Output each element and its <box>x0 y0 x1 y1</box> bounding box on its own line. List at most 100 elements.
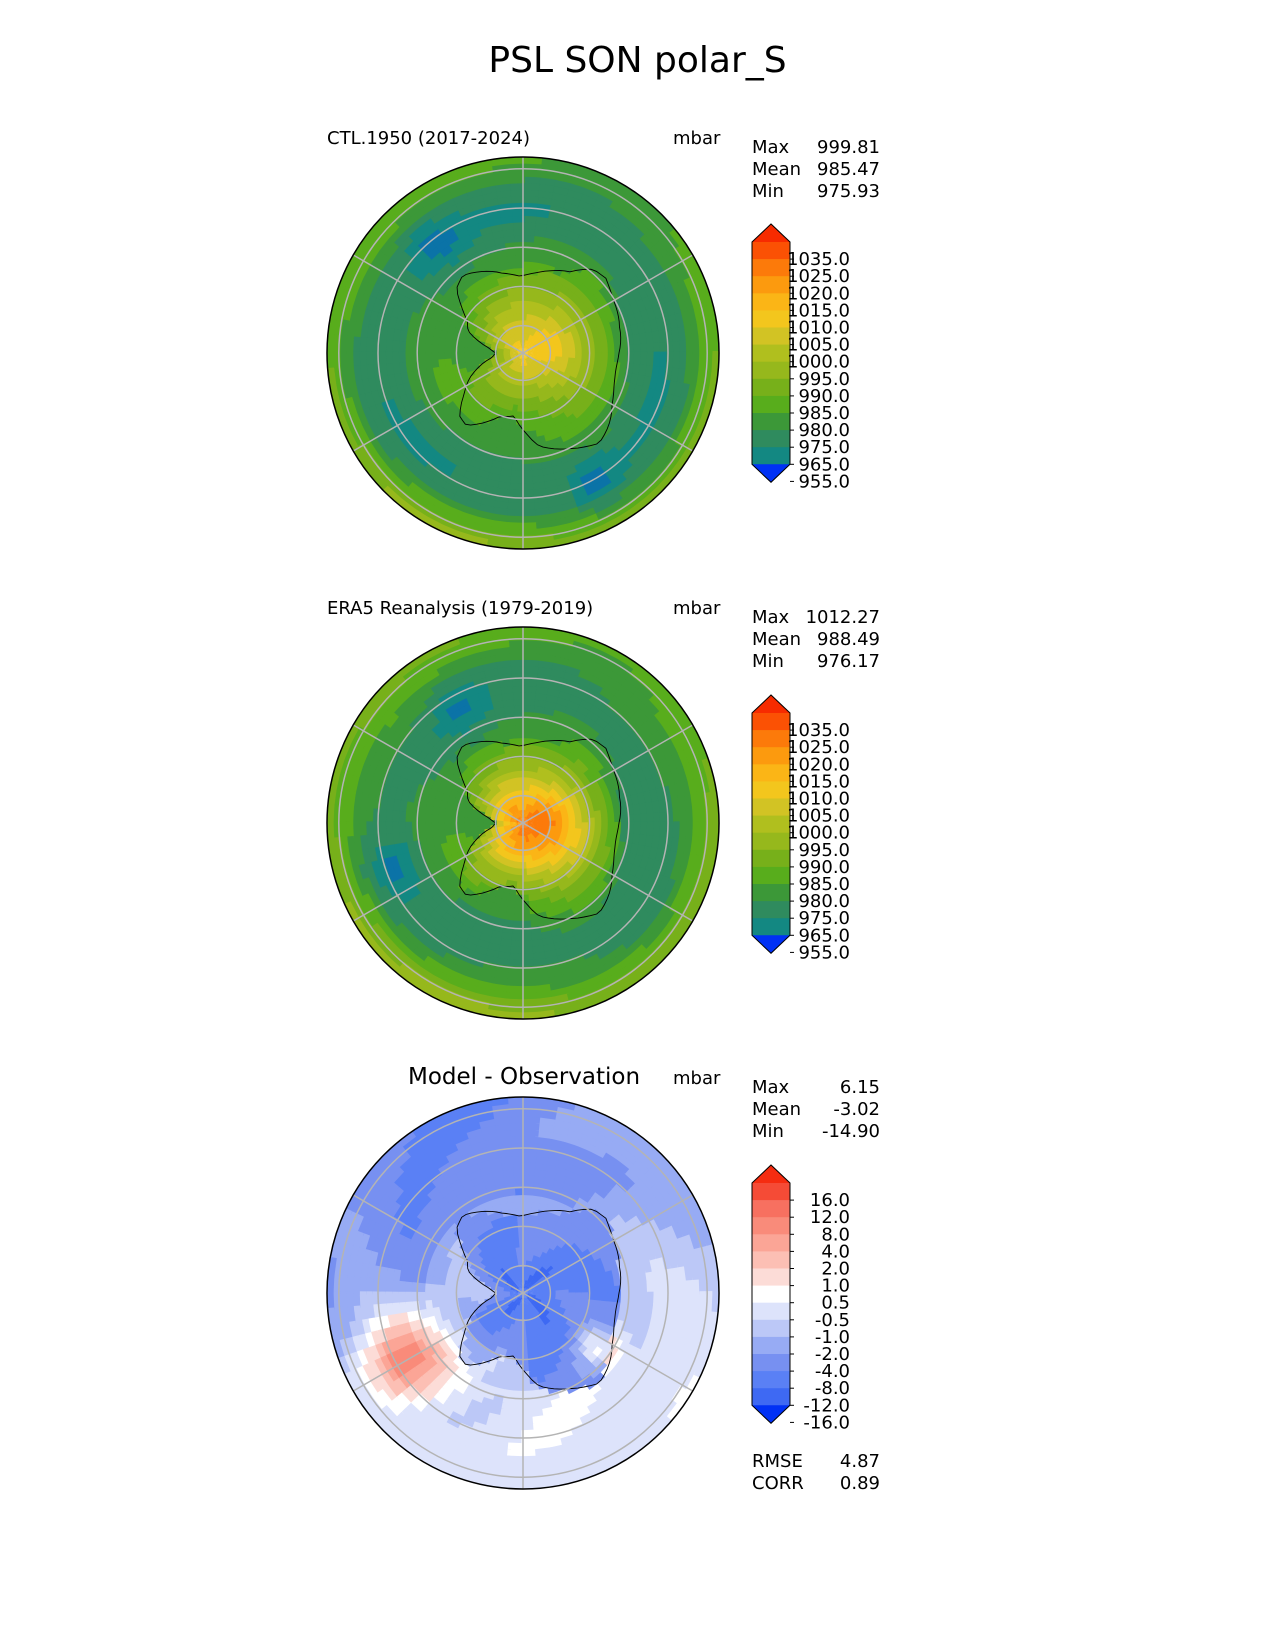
field-cell <box>536 822 544 825</box>
field-cell <box>526 828 533 835</box>
field-cell <box>523 1292 531 1294</box>
field-cell <box>475 348 484 354</box>
field-cell <box>515 358 521 366</box>
field-cell <box>526 835 531 844</box>
field-cell <box>517 325 522 334</box>
field-cell <box>503 1011 526 1019</box>
field-cell <box>515 1298 521 1306</box>
meridian-line <box>522 352 694 452</box>
panel-3-units: mbar <box>673 1068 721 1089</box>
field-cell <box>502 1285 511 1290</box>
field-cell <box>525 802 529 811</box>
field-cell <box>515 1292 523 1294</box>
field-cell <box>508 821 517 824</box>
field-cell <box>524 808 527 817</box>
field-cell <box>327 333 335 356</box>
field-cell <box>516 358 521 367</box>
colorbar-tick-label: 965.0 <box>798 925 850 946</box>
stat-min-value: 975.93 <box>817 181 880 202</box>
field-cell <box>535 1285 544 1290</box>
field-cell <box>509 354 517 358</box>
field-cell <box>509 825 518 830</box>
field-cell <box>486 1009 509 1019</box>
field-cell <box>526 1298 533 1305</box>
stat-min-label: Min <box>752 651 784 672</box>
field-cell <box>460 398 473 411</box>
field-cell <box>515 1305 520 1314</box>
colorbar-segment <box>752 764 790 782</box>
field-cell <box>513 1298 520 1305</box>
field-cell <box>496 343 505 349</box>
field-cell <box>509 346 518 351</box>
field-cell <box>518 829 522 837</box>
field-cell <box>508 1291 517 1294</box>
field-cell <box>495 1296 505 1301</box>
field-cell <box>527 1297 535 1304</box>
field-cell <box>455 872 469 886</box>
field-cell <box>519 1293 523 1301</box>
field-cell <box>514 1280 520 1288</box>
field-cell <box>573 398 586 411</box>
colorbar-tick-label: 1005.0 <box>787 335 850 356</box>
colorbar-segment <box>752 918 790 936</box>
field-cell <box>529 1294 538 1297</box>
field-cell <box>527 357 535 364</box>
field-cell <box>709 367 719 390</box>
field-cell <box>518 353 523 360</box>
field-cell <box>711 803 719 826</box>
field-cell <box>503 627 526 635</box>
field-cell <box>516 1279 521 1288</box>
field-cell <box>513 811 520 818</box>
colorbar-segment <box>752 259 790 277</box>
field-cell <box>517 802 521 811</box>
field-cell <box>541 1297 550 1303</box>
field-cell <box>524 1312 529 1321</box>
field-cell <box>515 340 521 348</box>
field-cell <box>535 825 544 829</box>
field-cell <box>529 1292 538 1295</box>
field-cell <box>542 822 551 826</box>
field-cell <box>515 352 523 354</box>
stat-mean-value: 985.47 <box>817 159 880 180</box>
field-cell <box>527 1297 534 1305</box>
field-cell <box>496 1297 505 1303</box>
field-cell <box>512 827 519 835</box>
field-cell <box>523 823 527 830</box>
stat-max-value: 1012.27 <box>805 607 880 628</box>
field-cell <box>509 816 518 821</box>
field-cell <box>519 823 523 830</box>
field-cell <box>460 868 473 881</box>
field-cell <box>517 795 522 804</box>
field-cell <box>525 339 530 348</box>
stat-min-value: 976.17 <box>817 651 880 672</box>
field-cell <box>511 826 518 833</box>
panel-2-stats: Max 1012.27 Mean 988.49 Min 976.17 <box>752 607 880 673</box>
field-cell <box>495 350 504 354</box>
field-cell <box>518 339 522 347</box>
field-cell <box>535 356 544 361</box>
colorbar-tick-label: 990.0 <box>798 386 850 407</box>
field-cell <box>573 765 586 778</box>
field-cell <box>475 818 484 824</box>
field-cell <box>502 815 511 820</box>
field-cell <box>523 816 528 823</box>
field-cell <box>465 403 478 416</box>
field-cell <box>528 333 534 342</box>
field-cell <box>526 341 533 348</box>
colorbar-tick-label: 1000.0 <box>787 352 850 373</box>
panel-3-title: Model - Observation <box>408 1064 641 1090</box>
field-cell <box>529 824 538 827</box>
field-cell <box>515 835 520 844</box>
field-cell <box>511 1296 518 1303</box>
colorbar-top-arrow <box>752 224 790 242</box>
map-border <box>326 626 720 1020</box>
field-cell <box>495 356 505 361</box>
field-cell <box>502 1296 511 1301</box>
field-cell <box>527 357 534 365</box>
meridian-line <box>522 822 694 922</box>
colorbar-segment <box>752 310 790 328</box>
field-cell <box>522 305 528 314</box>
field-cell <box>515 822 523 824</box>
field-cell <box>512 811 519 819</box>
field-cell <box>455 402 469 416</box>
